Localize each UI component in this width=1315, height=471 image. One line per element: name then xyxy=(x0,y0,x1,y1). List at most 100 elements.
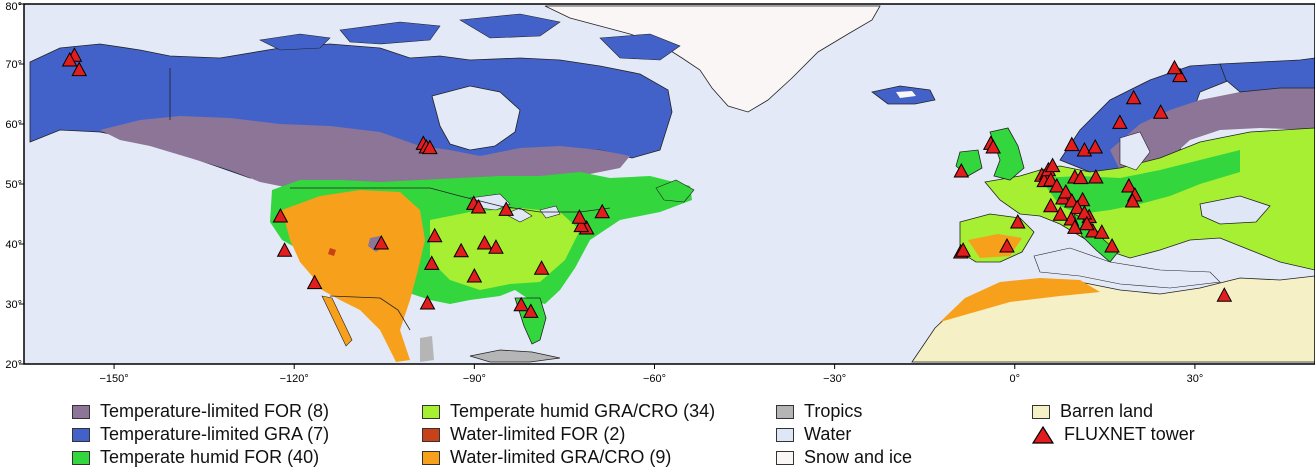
lon-tick-label: −120° xyxy=(280,373,309,385)
na-water-limited-forest xyxy=(328,248,336,256)
fluxnet-tower-marker xyxy=(1121,177,1137,193)
fluxnet-tower-marker xyxy=(1152,104,1169,119)
fluxnet-tower-marker xyxy=(1069,199,1086,215)
lat-tick-label: 60° xyxy=(5,119,22,131)
legend-item-water: Water xyxy=(776,423,912,446)
fluxnet-tower-marker xyxy=(573,217,590,233)
fluxnet-tower-marker xyxy=(1125,89,1142,105)
legend-item-temperature-limited-for: Temperature-limited FOR (8) xyxy=(72,400,329,423)
legend-swatch xyxy=(776,404,794,419)
lat-tick-label: 50° xyxy=(5,179,22,191)
fluxnet-tower-marker xyxy=(1076,204,1093,220)
legend-item-barren-land: Barren land xyxy=(1032,400,1195,423)
legend-label: Water-limited FOR (2) xyxy=(450,424,626,444)
europe-forest xyxy=(1040,150,1240,214)
legend-item-tropics: Tropics xyxy=(776,400,912,423)
us-mexico-border xyxy=(329,295,411,331)
fluxnet-tower-marker xyxy=(1072,169,1089,185)
fluxnet-towers xyxy=(61,47,1233,318)
fluxnet-tower-marker xyxy=(1093,224,1110,239)
legend-swatch xyxy=(776,450,794,465)
fluxnet-tower-marker xyxy=(533,260,550,275)
fluxnet-tower-marker xyxy=(1112,114,1128,129)
fluxnet-tower-marker xyxy=(1044,157,1061,173)
fluxnet-tower-marker xyxy=(61,51,78,67)
north-africa-dryland xyxy=(940,278,1100,322)
british-isles xyxy=(955,127,1025,181)
fluxnet-tower-marker xyxy=(1166,59,1183,75)
scandinavia-forest xyxy=(1110,86,1315,170)
legend-swatch xyxy=(422,427,440,442)
fluxnet-tower-marker xyxy=(476,234,493,250)
legend-column-3: Tropics Water Snow and ice xyxy=(776,400,912,469)
legend-swatch xyxy=(776,427,794,442)
fluxnet-tower-marker xyxy=(1009,213,1026,229)
fluxnet-tower-marker xyxy=(1087,168,1104,184)
fluxnet-tower-marker xyxy=(422,139,438,155)
fluxnet-tower-marker xyxy=(71,61,88,77)
fluxnet-tower-marker xyxy=(985,138,1001,154)
legend-label: Temperature-limited FOR (8) xyxy=(100,401,330,421)
legend-label: Water xyxy=(804,424,852,444)
fluxnet-tower-marker xyxy=(498,201,515,216)
greenland xyxy=(544,5,881,113)
lon-tick-label: 30° xyxy=(1187,373,1204,385)
legend-column-2: Temperate humid GRA/CRO (34) Water-limit… xyxy=(422,400,715,469)
fluxnet-tower-marker xyxy=(1216,287,1233,302)
lat-tick-label: 70° xyxy=(5,59,22,71)
fluxnet-tower-marker xyxy=(1087,138,1104,154)
russia-arctic xyxy=(1219,57,1315,93)
fluxnet-tower-marker xyxy=(1172,67,1188,83)
fluxnet-tower-marker xyxy=(1104,237,1120,253)
cuba xyxy=(469,349,561,363)
legend-swatch xyxy=(1032,404,1050,419)
fluxnet-tower-marker xyxy=(1048,177,1065,193)
lon-tick-label: 0° xyxy=(1010,373,1021,385)
lat-tick-label: 80° xyxy=(5,1,22,13)
fluxnet-tower-marker xyxy=(373,234,390,250)
legend-label: Snow and ice xyxy=(804,447,913,467)
fluxnet-tower-marker xyxy=(1074,191,1091,207)
fluxnet-tower-marker xyxy=(1042,197,1059,213)
legend-column-1: Temperature-limited FOR (8) Temperature-… xyxy=(72,400,329,469)
na-dryland xyxy=(282,190,425,362)
fluxnet-tower-marker xyxy=(1078,215,1095,231)
legend: Temperature-limited FOR (8) Temperature-… xyxy=(0,400,1315,471)
legend-swatch xyxy=(72,450,90,465)
legend-label: Temperate humid GRA/CRO (34) xyxy=(450,401,716,421)
newfoundland xyxy=(655,179,695,203)
lon-tick-label: −30° xyxy=(823,373,846,385)
baltic-sea xyxy=(1119,131,1151,171)
fluxnet-tower-marker xyxy=(453,242,469,258)
fluxnet-tower-marker xyxy=(953,162,970,178)
fluxnet-tower-marker xyxy=(1084,222,1101,238)
legend-label: FLUXNET tower xyxy=(1064,424,1195,444)
fluxnet-tower-marker xyxy=(466,267,483,283)
fluxnet-tower-marker xyxy=(522,303,539,318)
iceland-ice xyxy=(896,91,916,98)
fluxnet-tower-marker xyxy=(276,242,293,257)
legend-label: Temperate humid FOR (40) xyxy=(100,447,320,467)
fluxnet-tower-marker xyxy=(1066,219,1083,234)
legend-column-4: Barren land FLUXNET tower xyxy=(1032,400,1195,446)
legend-swatch xyxy=(422,404,440,419)
legend-item-water-limited-gra-cro: Water-limited GRA/CRO (9) xyxy=(422,446,715,469)
lon-tick-label: −150° xyxy=(99,373,128,385)
legend-item-temperate-humid-for: Temperate humid FOR (40) xyxy=(72,446,329,469)
black-sea xyxy=(1199,195,1271,225)
biome-map: 20° 30° 40° 50° 60° 70° 80° −150° −120° −90° −60°… xyxy=(5,1,1315,385)
arctic-islands xyxy=(259,13,681,61)
lon-tick-label: −60° xyxy=(643,373,666,385)
legend-label: Tropics xyxy=(804,401,863,421)
lat-tick-label: 30° xyxy=(5,299,22,311)
legend-swatch xyxy=(422,450,440,465)
baja-california xyxy=(321,295,353,347)
legend-label: Temperature-limited GRA (7) xyxy=(100,424,330,444)
legend-label: Barren land xyxy=(1060,401,1154,421)
legend-swatch xyxy=(72,404,90,419)
fluxnet-tower-marker xyxy=(594,203,611,219)
na-boreal-forest xyxy=(100,116,630,188)
fluxnet-tower-marker xyxy=(1057,183,1074,199)
lat-tick-label: 40° xyxy=(5,239,22,251)
lon-tick-label: −90° xyxy=(463,373,486,385)
